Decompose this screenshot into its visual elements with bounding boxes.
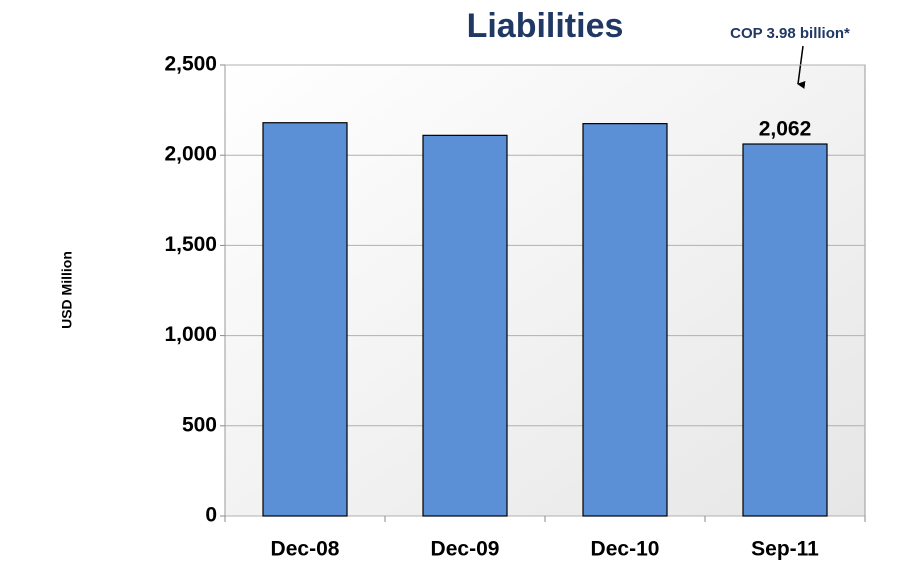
y-tick-label: 2,000 [164, 143, 217, 166]
bar [262, 122, 348, 517]
chart-title: Liabilities [467, 7, 624, 45]
x-tick-label: Dec-08 [271, 538, 340, 561]
x-tick-label: Sep-11 [751, 538, 819, 561]
y-tick-label: 500 [182, 413, 217, 436]
bar [742, 143, 828, 517]
y-axis-label: USD Million [59, 251, 75, 329]
bar [582, 123, 668, 517]
value-label: 2,062 [759, 118, 812, 141]
x-tick-label: Dec-10 [591, 538, 660, 561]
x-tick-label: Dec-09 [431, 538, 500, 561]
y-tick-label: 0 [205, 504, 217, 527]
y-tick-label: 1,500 [164, 233, 217, 256]
bar [422, 134, 508, 517]
y-tick-label: 1,000 [164, 323, 217, 346]
y-tick-label: 2,500 [164, 53, 217, 76]
annotation: COP 3.98 billion* [730, 25, 850, 42]
